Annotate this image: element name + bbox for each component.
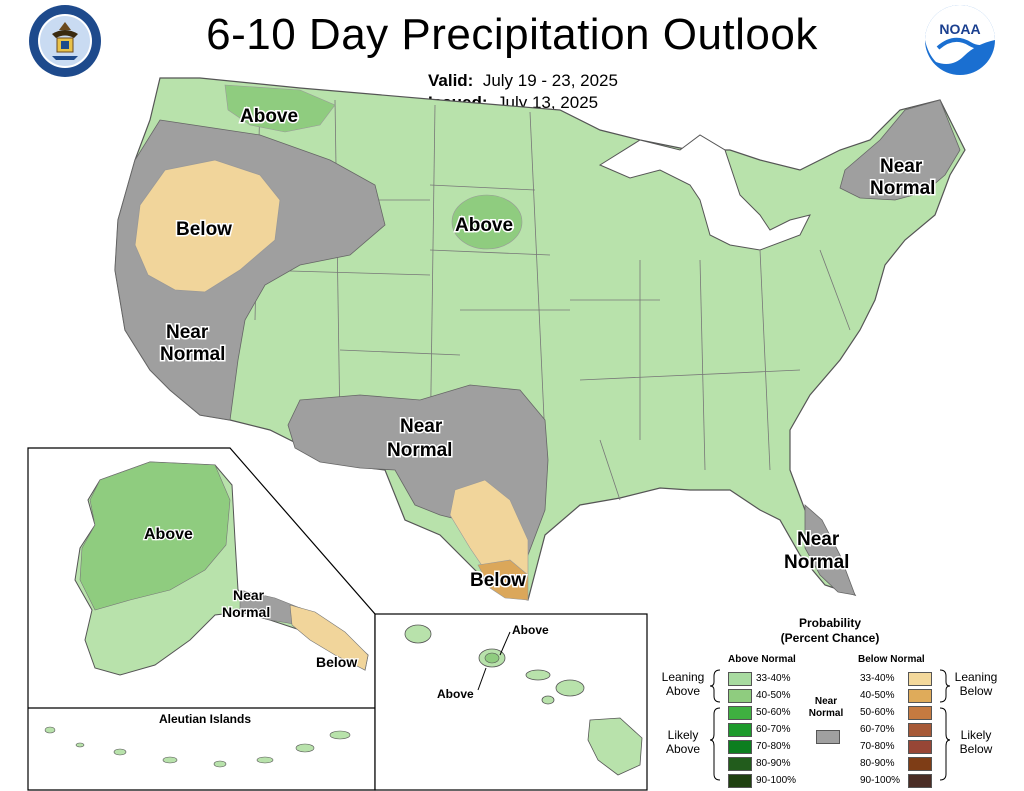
label-below-west: Below: [176, 219, 232, 240]
legend-above-bin-label: 33-40%: [756, 673, 791, 684]
valid-value: July 19 - 23, 2025: [482, 71, 618, 90]
legend-above-bin-label: 60-70%: [756, 724, 791, 735]
legend-below-bin-label: 60-70%: [860, 724, 895, 735]
label-near-normal-florida: Near: [797, 529, 840, 550]
legend-leaning-below: Leaning Below: [948, 670, 1004, 698]
legend-below-header: Below Normal: [858, 654, 925, 665]
legend-below-bin-swatch: [908, 723, 932, 737]
label-above-northwest: Above: [240, 106, 298, 127]
legend-braces: [709, 669, 951, 781]
legend-above-bin-label: 70-80%: [756, 741, 791, 752]
label-hawaii-above-top: Above: [512, 623, 549, 637]
legend-leaning-below-1: Leaning: [954, 670, 998, 684]
legend-leaning-above-1: Leaning: [661, 670, 705, 684]
above-northwest-region: [224, 84, 336, 133]
alaska-below-region: [289, 604, 369, 671]
legend-title: Probability (Percent Chance): [750, 616, 910, 646]
aleutian-islands-title: Aleutian Islands: [159, 712, 251, 726]
hawaii-callout-line-top: [499, 631, 511, 656]
legend-above-bin-label: 90-100%: [756, 775, 797, 786]
legend-above-bin-swatch: [728, 723, 752, 737]
legend-near-normal-swatch: [816, 730, 840, 744]
label-hawaii-above-left: Above: [437, 687, 474, 701]
legend-near-label-1: Near: [814, 696, 838, 707]
below-texas-40-50-region: [477, 559, 529, 601]
legend-likely-above: Likely Above: [654, 728, 712, 756]
noaa-logo-icon: NOAA: [925, 5, 995, 75]
label-near-normal-southwest: Near: [400, 416, 443, 437]
legend-above-bin-swatch: [728, 757, 752, 771]
hawaii-callout-line-left: [477, 667, 487, 691]
legend-below-bin-label: 50-60%: [860, 707, 895, 718]
legend-below-bin-label: 40-50%: [860, 690, 895, 701]
state-borders: [150, 94, 851, 501]
probability-legend: Probability (Percent Chance) Above Norma…: [650, 612, 1022, 790]
legend-above-bin-label: 50-60%: [756, 707, 791, 718]
legend-title-line-1: Probability: [798, 616, 861, 630]
legend-below-bin-label: 33-40%: [860, 673, 895, 684]
legend-likely-above-1: Likely: [667, 728, 699, 742]
label-near-normal-west-2: Normal: [160, 344, 225, 365]
aleutian-islands: [44, 726, 351, 768]
legend-likely-below-2: Below: [959, 742, 993, 756]
legend-above-bin-label: 40-50%: [756, 690, 791, 701]
hawaii-above-region: [484, 652, 500, 664]
label-alaska-near-normal-2: Normal: [222, 604, 270, 620]
legend-likely-above-2: Above: [665, 742, 701, 756]
legend-above-header: Above Normal: [728, 654, 796, 665]
great-lakes: [598, 134, 811, 251]
label-near-normal-west: Near: [166, 322, 209, 343]
legend-near-normal-label: Near Normal: [806, 696, 846, 720]
legend-above-bin-swatch: [728, 774, 752, 788]
legend-leaning-below-2: Below: [959, 684, 993, 698]
noaa-logo-text: NOAA: [939, 21, 980, 37]
near-normal-northeast-region: [839, 99, 961, 201]
alaska-above-region: [79, 461, 231, 611]
legend-likely-below-1: Likely: [960, 728, 992, 742]
label-near-normal-florida-2: Normal: [784, 552, 849, 573]
legend-below-bin-label: 70-80%: [860, 741, 895, 752]
legend-below-bin-swatch: [908, 740, 932, 754]
legend-above-bin-swatch: [728, 706, 752, 720]
page-title: 6-10 Day Precipitation Outlook: [206, 10, 818, 59]
label-below-texas: Below: [470, 570, 526, 591]
legend-below-bin-swatch: [908, 774, 932, 788]
label-near-normal-northeast-2: Normal: [870, 178, 935, 199]
legend-below-bin-swatch: [908, 672, 932, 686]
legend-leaning-above: Leaning Above: [654, 670, 712, 698]
legend-above-bin-label: 80-90%: [756, 758, 791, 769]
label-alaska-near-normal: Near: [233, 587, 265, 603]
legend-likely-below: Likely Below: [948, 728, 1004, 756]
legend-below-bin-label: 80-90%: [860, 758, 895, 769]
legend-below-bin-swatch: [908, 706, 932, 720]
label-above-dakotas: Above: [455, 215, 513, 236]
legend-below-bin-swatch: [908, 689, 932, 703]
legend-below-bin-label: 90-100%: [860, 775, 901, 786]
label-alaska-above: Above: [144, 526, 193, 543]
legend-above-bin-swatch: [728, 689, 752, 703]
legend-above-bin-swatch: [728, 740, 752, 754]
near-normal-florida-region: [804, 504, 856, 596]
legend-leaning-above-2: Above: [665, 684, 701, 698]
valid-line: Valid: July 19 - 23, 2025: [428, 70, 618, 92]
label-near-normal-southwest-2: Normal: [387, 440, 452, 461]
legend-below-bin-swatch: [908, 757, 932, 771]
legend-near-label-2: Normal: [808, 708, 844, 719]
legend-above-bin-swatch: [728, 672, 752, 686]
legend-title-line-2: (Percent Chance): [780, 631, 880, 645]
valid-label: Valid:: [428, 71, 474, 90]
below-west-region: [134, 159, 281, 293]
label-near-normal-northeast: Near: [880, 156, 923, 177]
commerce-seal-icon: [29, 5, 101, 77]
above-dakotas-region: [451, 194, 523, 250]
label-alaska-below: Below: [316, 654, 357, 670]
